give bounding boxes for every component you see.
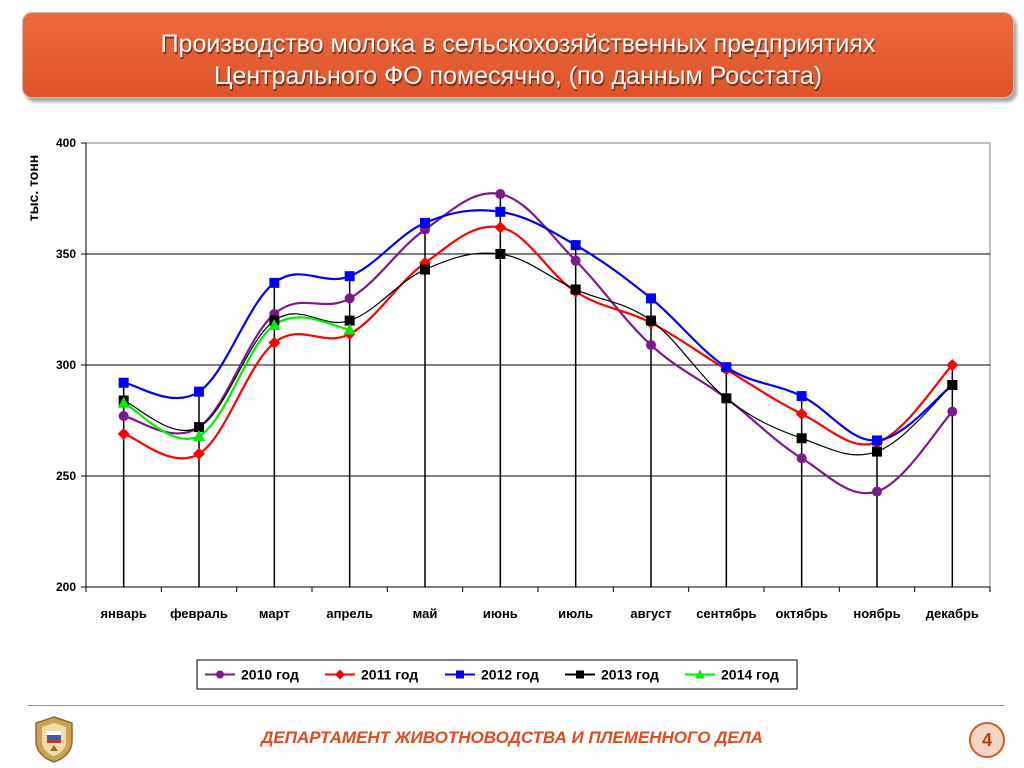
data-point [117, 427, 130, 440]
data-point [343, 323, 356, 335]
data-point [268, 336, 281, 349]
data-point [796, 433, 807, 444]
data-point [269, 277, 280, 288]
y-tick-label: 300 [56, 358, 76, 372]
data-point [947, 406, 958, 417]
series-line-2 [123, 225, 954, 460]
data-point [646, 293, 656, 304]
legend-swatch-marker [456, 670, 464, 679]
legend-label: 2012 год [481, 667, 539, 683]
legend-swatch-marker [216, 670, 224, 679]
y-tick-label: 400 [56, 136, 76, 150]
milk-production-chart: 200 250 300 350 400 январь февраль март апрель ма… [25, 136, 991, 690]
series-line-4 [123, 252, 953, 456]
series-lines [123, 192, 954, 495]
data-point [570, 284, 581, 295]
data-point [872, 446, 882, 457]
data-point [946, 359, 959, 371]
x-tick-label: март [259, 606, 290, 621]
emblem-icon [32, 715, 76, 763]
legend-swatch-marker [576, 670, 584, 679]
x-tick-label: декабрь [926, 606, 979, 621]
page-number: 4 [969, 722, 1005, 758]
y-tick-label: 350 [56, 247, 76, 261]
data-point [118, 377, 129, 388]
legend-label: 2013 год [601, 667, 659, 683]
legend: 2010 год 2011 год 2012 год 2013 год 2014 год [196, 659, 798, 690]
footer-divider [28, 705, 1004, 706]
data-point [494, 221, 507, 234]
data-point [420, 217, 430, 228]
data-point [795, 407, 808, 420]
data-point [194, 422, 204, 433]
title-banner: Производство молока в сельскохозяйственн… [22, 12, 1014, 98]
data-point [570, 240, 581, 251]
x-tick-label: май [413, 606, 438, 621]
title-line-2: Центрального ФО помесячно, (по данным Ро… [213, 62, 823, 90]
data-point [268, 319, 281, 331]
data-point [194, 386, 204, 397]
grid [85, 142, 991, 588]
series-line-3 [123, 209, 954, 442]
series-line-5 [123, 316, 350, 440]
x-tick-label: июль [558, 606, 593, 621]
data-point [420, 264, 430, 275]
legend-label: 2011 год [361, 667, 418, 683]
drop-lines [122, 194, 954, 587]
data-point [117, 396, 130, 408]
x-tick-label: январь [100, 606, 146, 621]
legend-swatch-marker [335, 669, 345, 680]
y-tick-label: 250 [56, 469, 76, 483]
data-point [118, 411, 129, 422]
data-point [344, 315, 355, 326]
data-point [193, 430, 205, 442]
x-tick-label: август [630, 606, 671, 621]
series-markers [117, 189, 959, 497]
data-point [344, 293, 355, 304]
data-point [570, 255, 581, 266]
x-tick-label: сентябрь [696, 606, 756, 621]
data-point [495, 189, 506, 200]
data-point [193, 447, 205, 460]
page-title: Производство молока в сельскохозяйственн… [23, 28, 1013, 92]
data-point [721, 362, 732, 373]
x-tick-label: февраль [170, 606, 228, 621]
data-point [721, 393, 732, 404]
series-line-1 [123, 192, 954, 495]
data-point [344, 271, 355, 282]
y-axis-title: тыс. тонн [25, 155, 41, 222]
axes: 200 250 300 350 400 январь февраль март апрель ма… [25, 136, 991, 621]
data-point [947, 379, 958, 390]
y-tick-label: 200 [56, 580, 76, 594]
x-tick-label: апрель [326, 606, 373, 621]
data-point [646, 315, 656, 326]
title-line-1: Производство молока в сельскохозяйственн… [160, 30, 876, 58]
legend-swatch-marker [695, 669, 705, 679]
data-point [646, 340, 656, 351]
department-name: ДЕПАРТАМЕНТ ЖИВОТНОВОДСТВА И ПЛЕМЕННОГО … [261, 728, 763, 747]
x-tick-label: ноябрь [853, 606, 900, 621]
data-point [495, 249, 506, 259]
x-tick-label: июнь [483, 606, 518, 621]
data-point [872, 486, 882, 497]
data-point [796, 453, 807, 464]
data-point [495, 206, 506, 217]
legend-label: 2010 год [241, 667, 299, 683]
x-tick-label: октябрь [775, 606, 827, 621]
data-point [796, 391, 807, 402]
data-point [872, 435, 882, 446]
legend-label: 2014 год [721, 667, 779, 683]
